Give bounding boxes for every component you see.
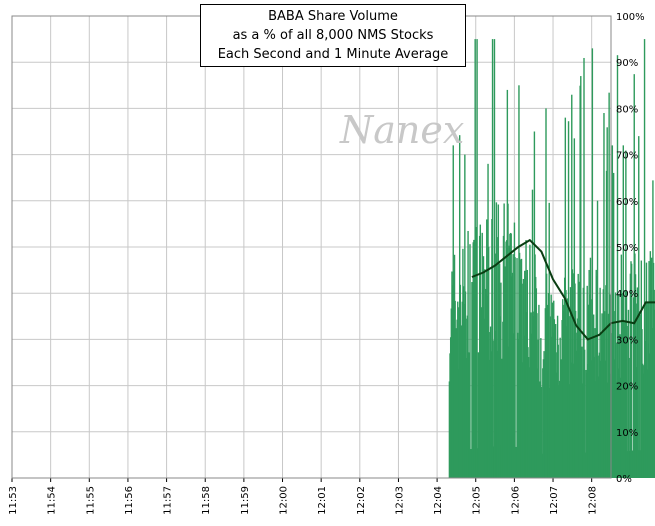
x-tick-label: 11:56 [124,486,135,515]
volume-bar [580,76,582,478]
volume-bar [548,202,550,478]
chart-title-box: BABA Share Volume as a % of all 8,000 NM… [200,4,466,67]
volume-bar [507,203,509,478]
x-tick-label: 12:03 [394,486,405,515]
volume-bar [606,127,608,478]
x-tick-label: 11:57 [163,486,174,515]
nanex-watermark: Nanex [340,108,465,152]
x-tick-label: 12:08 [588,486,599,515]
volume-bar [626,325,628,478]
volume-bar [469,244,471,478]
one-minute-average-line [471,238,655,341]
volume-bar [636,287,639,478]
x-tick-label: 12:04 [433,486,444,515]
x-tick-label: 11:54 [47,486,58,515]
volume-bar [583,349,586,478]
volume-bar [609,373,612,478]
volume-bar [612,172,615,478]
y-axis-tick-labels: 0% 10% 20% 30% 40% 50% 60% 70% 80% 90% 100% [616,12,645,485]
volume-bar [493,39,496,478]
volume-bar [491,39,494,478]
y-tick-label: 50% [616,243,638,254]
volume-bar [473,239,475,478]
y-tick-label: 0% [616,474,632,485]
volume-bar [638,136,640,478]
y-tick-label: 20% [616,382,638,393]
volume-bar [529,244,531,478]
volume-bar [567,121,570,478]
y-tick-label: 90% [616,58,638,69]
y-tick-label: 100% [616,12,645,23]
x-tick-label: 11:53 [8,486,19,515]
volume-bar [622,145,624,479]
title-line-3: Each Second and 1 Minute Average [217,47,449,62]
volume-bar [616,55,619,478]
y-tick-label: 70% [616,151,638,162]
y-tick-label: 40% [616,289,638,300]
y-tick-label: 80% [616,104,638,115]
x-tick-label: 12:00 [279,486,290,515]
y-tick-label: 10% [616,428,638,439]
volume-bar [477,352,480,478]
volume-bar [639,314,641,478]
x-tick-label: 12:01 [317,486,328,515]
x-tick-label: 12:07 [549,486,560,515]
volume-bar [476,39,478,478]
title-line-2: as a % of all 8,000 NMS Stocks [232,28,434,43]
x-tick-label: 11:59 [240,486,251,515]
volume-bar [628,357,630,478]
volume-bar [643,39,646,478]
x-tick-label: 11:55 [85,486,96,515]
y-tick-label: 60% [616,197,638,208]
x-tick-label: 11:58 [201,486,212,515]
x-axis-tick-labels: 11:53 11:54 11:55 11:56 11:57 11:58 11:59 12:00… [8,486,599,515]
x-tick-label: 12:02 [356,486,367,515]
title-line-1: BABA Share Volume [268,9,398,24]
x-tick-label: 12:05 [472,486,483,515]
volume-bar [596,200,599,478]
volume-bar [608,92,610,478]
volume-bar [630,263,633,478]
volume-bar [540,386,543,478]
volume-bar [591,48,594,479]
volume-bar [514,257,516,478]
x-tick-label: 12:06 [510,486,521,515]
volume-bar [603,113,605,479]
volume-bar [500,282,502,478]
y-tick-label: 30% [616,335,638,346]
volume-bar [583,57,585,478]
